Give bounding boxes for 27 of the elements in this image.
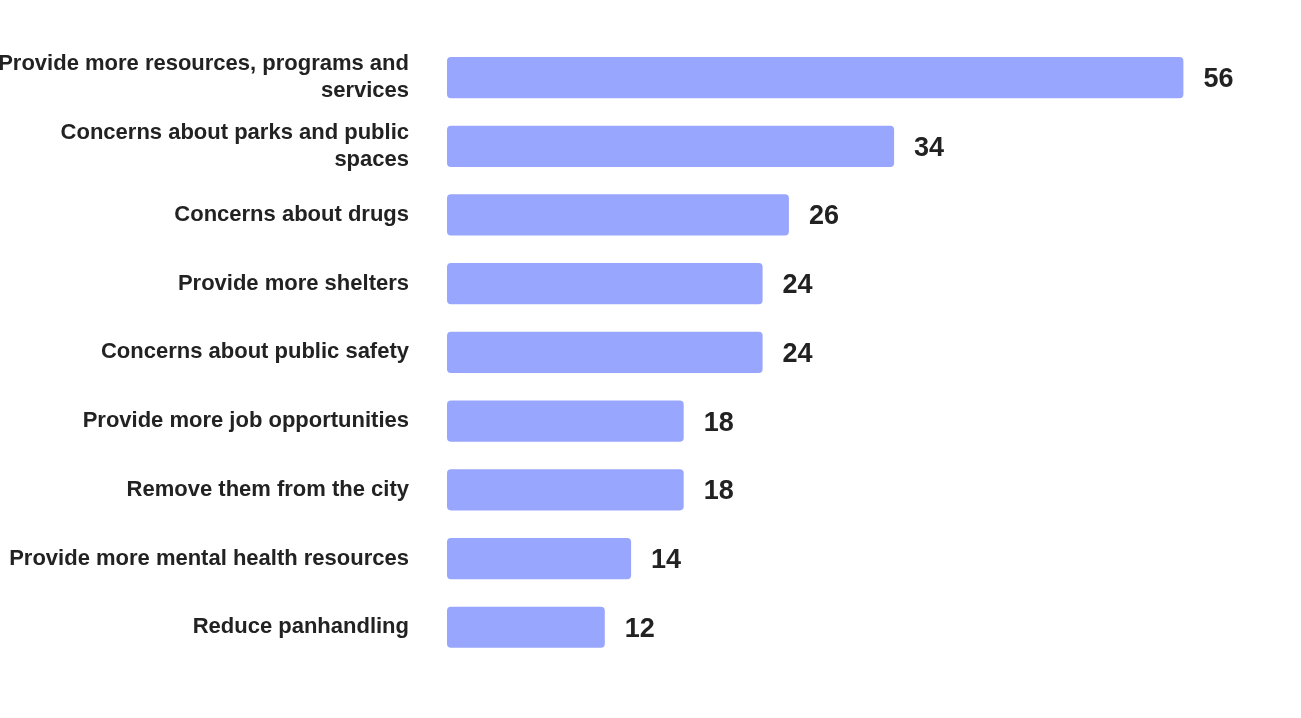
- data-label: 18: [703, 406, 734, 437]
- bar: [447, 606, 605, 648]
- y-tick-label: Provide more resources, programs and services: [0, 50, 409, 102]
- data-label: 24: [782, 337, 813, 368]
- bar: [447, 537, 632, 580]
- y-tick-label: Provide more shelters: [177, 269, 409, 295]
- data-label: 14: [651, 543, 682, 574]
- data-label: 18: [703, 475, 734, 506]
- data-label: 34: [914, 131, 945, 162]
- y-tick-label: Concerns about public safety: [100, 338, 410, 364]
- y-tick-label: Provide more mental health resources: [9, 544, 409, 570]
- data-label: 26: [808, 200, 839, 231]
- y-tick-label: Reduce panhandling: [192, 613, 409, 639]
- data-label: 12: [624, 612, 655, 643]
- y-tick-label: Remove them from the city: [126, 475, 410, 501]
- bar: [447, 194, 789, 236]
- bar: [447, 125, 895, 167]
- y-tick-label: Provide more job opportunities: [82, 407, 409, 433]
- bar: [447, 331, 763, 374]
- data-label: 56: [1203, 63, 1234, 94]
- y-tick-label: Concerns about parks and public spaces: [60, 119, 409, 171]
- bar: [447, 263, 763, 305]
- data-label: 24: [782, 269, 813, 300]
- bar: [447, 400, 684, 442]
- y-tick-label: Concerns about drugs: [174, 201, 409, 227]
- bar: [447, 56, 1184, 99]
- bar: [447, 469, 684, 511]
